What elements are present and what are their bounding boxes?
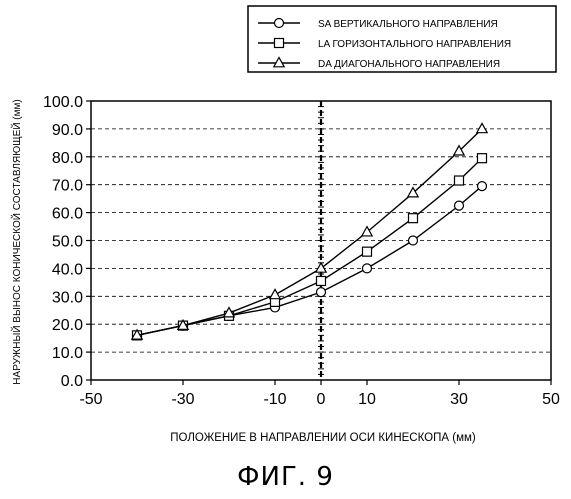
y-tick-label: 100.0 <box>43 94 83 111</box>
data-point <box>363 264 372 273</box>
data-point <box>478 154 487 163</box>
series-line <box>137 186 482 335</box>
x-tick-label: 0 <box>317 391 326 408</box>
series-circle <box>133 182 487 340</box>
legend: SA ВЕРТИКАЛЬНОГО НАПРАВЛЕНИЯ LA ГОРИЗОНТА… <box>248 6 556 72</box>
data-point <box>478 182 487 191</box>
series-triangle <box>132 123 487 339</box>
data-point <box>409 214 418 223</box>
x-tick-label: 50 <box>542 391 560 408</box>
data-point <box>317 276 326 285</box>
legend-marker <box>275 19 284 28</box>
data-point <box>455 176 464 185</box>
x-axis-label: ПОЛОЖЕНИЕ В НАПРАВЛЕНИИ ОСИ КИНЕСКОПА (м… <box>170 432 476 444</box>
y-tick-label: 30.0 <box>52 289 83 306</box>
y-tick-label: 90.0 <box>52 122 83 139</box>
data-point <box>316 263 326 272</box>
zero-line <box>318 101 324 380</box>
legend-marker <box>275 39 284 48</box>
legend-label: DA ДИАГОНАЛЬНОГО НАПРАВЛЕНИЯ <box>318 59 500 70</box>
legend-label: LA ГОРИЗОНТАЛЬНОГО НАПРАВЛЕНИЯ <box>318 39 511 50</box>
y-tick-label: 0.0 <box>61 373 83 390</box>
y-tick-label: 10.0 <box>52 345 83 362</box>
series-line <box>137 129 482 335</box>
data-point <box>455 201 464 210</box>
series-square <box>133 154 487 340</box>
data-point <box>477 123 487 132</box>
x-tick-label: -50 <box>79 391 102 408</box>
x-axis-ticks: -50 -30 -10 0 10 30 50 <box>79 380 560 408</box>
x-tick-label: 30 <box>450 391 468 408</box>
x-tick-label: -30 <box>171 391 194 408</box>
series-layer <box>132 123 487 339</box>
y-tick-label: 20.0 <box>52 317 83 334</box>
x-tick-label: 10 <box>358 391 376 408</box>
figure-caption: ФИГ. 9 <box>0 462 571 492</box>
y-tick-label: 80.0 <box>52 150 83 167</box>
y-tick-label: 60.0 <box>52 206 83 223</box>
y-tick-label: 40.0 <box>52 261 83 278</box>
data-point <box>317 288 326 297</box>
y-axis-label: НАРУЖНЫЙ ВЫНОС КОНИЧЕСКОЙ СОСТАВЛЯЮЩЕЙ (… <box>10 99 23 384</box>
data-point <box>363 247 372 256</box>
x-tick-label: -10 <box>263 391 286 408</box>
data-point <box>270 289 280 298</box>
y-tick-label: 70.0 <box>52 178 83 195</box>
y-axis-ticks: 0.0 10.0 20.0 30.0 40.0 50.0 60.0 70.0 80.0 90.0 1… <box>43 94 91 390</box>
legend-label: SA ВЕРТИКАЛЬНОГО НАПРАВЛЕНИЯ <box>318 19 498 30</box>
data-point <box>362 227 372 236</box>
y-tick-label: 50.0 <box>52 234 83 251</box>
data-point <box>409 236 418 245</box>
